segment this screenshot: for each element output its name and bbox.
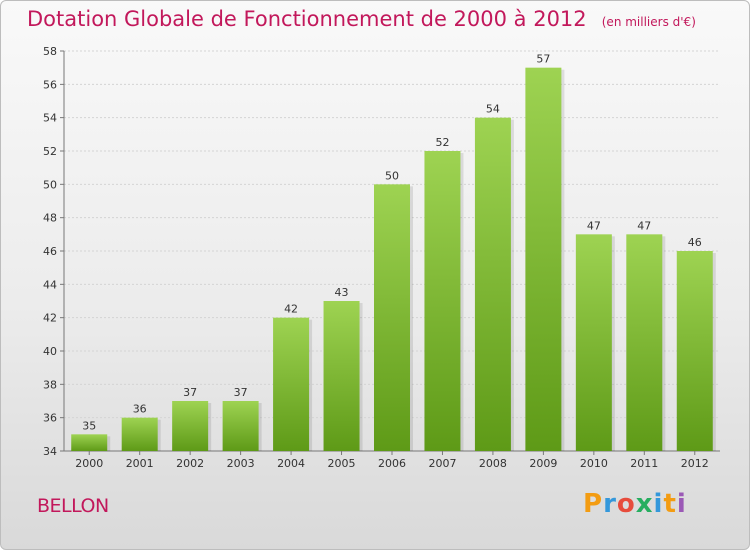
bar [525,67,562,452]
data-label: 54 [486,103,500,116]
x-tick-label: 2000 [75,457,103,470]
x-tick-label: 2001 [126,457,154,470]
labels: 35 36 37 37 42 43 50 52 54 57 47 47 46 [82,53,702,433]
bar [575,234,612,451]
data-label: 35 [82,419,96,432]
logo-letter: r [603,489,617,519]
y-tick-label: 50 [43,178,57,191]
commune-name: BELLON [37,495,109,517]
chart-unit: (en milliers d'€) [601,15,696,29]
bar [424,151,461,451]
y-tick-label: 44 [43,278,57,291]
logo-letter: i [676,489,687,519]
logo-letter: t [663,489,677,519]
x-tick-label: 2012 [681,457,709,470]
y-tick-label: 34 [43,445,57,458]
data-label: 57 [536,53,550,66]
bar [222,401,259,451]
data-label: 47 [637,219,651,232]
y-tick-label: 40 [43,345,57,358]
bar [273,317,310,451]
y-tick-label: 42 [43,312,57,325]
data-label: 46 [688,236,702,249]
y-tick-label: 38 [43,378,57,391]
bar [121,417,158,451]
x-tick-label: 2008 [479,457,507,470]
y-tick-label: 36 [43,412,57,425]
data-label: 37 [234,386,248,399]
y-tick-label: 52 [43,145,57,158]
x-tick-label: 2007 [428,457,456,470]
bar [676,251,713,451]
proxiti-logo[interactable]: Proxiti [583,489,687,519]
bar [626,234,663,451]
bars [71,67,716,452]
data-label: 52 [435,136,449,149]
data-label: 43 [335,286,349,299]
y-tick-label: 54 [43,112,57,125]
logo-letter: P [583,489,604,519]
x-tick-label: 2005 [328,457,356,470]
logo-letter: x [635,489,654,519]
data-label: 36 [133,403,147,416]
bar [71,434,108,451]
x-tick-label: 2009 [529,457,557,470]
data-label: 47 [587,219,601,232]
y-tick-label: 46 [43,245,57,258]
chart-title: Dotation Globale de Fonctionnement de 20… [27,7,587,31]
x-tick-label: 2004 [277,457,305,470]
data-label: 37 [183,386,197,399]
x-tick-label: 2011 [630,457,658,470]
chart-header: Dotation Globale de Fonctionnement de 20… [27,7,696,31]
data-label: 42 [284,303,298,316]
bar [323,301,360,451]
bar [172,401,209,451]
x-tick-label: 2010 [580,457,608,470]
y-tick-label: 56 [43,78,57,91]
y-tick-label: 58 [43,45,57,58]
bar [374,184,410,452]
y-tick-label: 48 [43,212,57,225]
bar [474,117,511,452]
x-tick-label: 2006 [378,457,406,470]
logo-letter: i [653,489,664,519]
x-tick-label: 2002 [176,457,204,470]
data-label: 50 [385,169,399,182]
x-tick-label: 2003 [227,457,255,470]
logo-letter: o [616,489,636,519]
